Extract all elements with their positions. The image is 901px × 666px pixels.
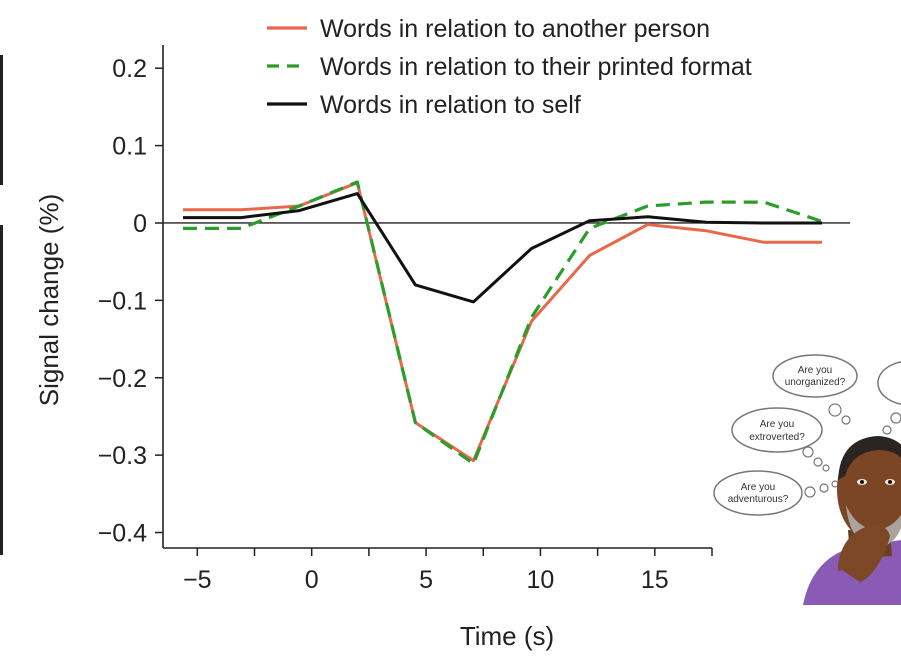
bubble-extroverted-line1: Are you [760, 419, 794, 430]
thought-bubble-adventurous [713, 470, 803, 516]
y-tick-label: 0 [133, 210, 147, 238]
x-axis-title: Time (s) [460, 621, 554, 651]
crop-edge-mark-top [0, 55, 3, 185]
thought-dot [804, 486, 816, 498]
x-tick-label: −5 [183, 566, 212, 594]
y-ticks: 0.2 0.1 0 −0.1 −0.2 −0.3 −0.4 [98, 55, 163, 548]
thought-dot [822, 464, 830, 472]
thought-bubble-unorganized [772, 354, 858, 398]
x-tick-label: 10 [527, 566, 555, 594]
bubble-adventurous-line2: adventurous? [728, 494, 789, 505]
person-pupil-right [888, 480, 892, 484]
series-layer [183, 180, 823, 466]
thought-dot [802, 446, 814, 458]
y-axis-title: Signal change (%) [34, 194, 64, 406]
thought-dot [819, 483, 829, 493]
legend: Words in relation to another person Words… [267, 15, 752, 119]
y-tick-label: 0.2 [112, 55, 147, 83]
thinking-person-illustration: Are you unorganized? Are you extroverted… [713, 354, 901, 605]
x-tick-label: 0 [305, 566, 319, 594]
person-hair [838, 436, 901, 480]
thought-dot [890, 412, 901, 424]
series-line-3 [183, 192, 822, 304]
series-line-1 [183, 181, 822, 463]
bubble-extroverted-line2: extroverted? [749, 432, 805, 443]
legend-label: Words in relation to self [320, 91, 581, 119]
crop-edge-mark-bottom [0, 225, 3, 555]
thought-dot [813, 457, 823, 467]
thought-bubble-partial [877, 361, 901, 405]
y-tick-label: −0.1 [98, 287, 147, 315]
x-ticks: −5 0 5 10 15 [183, 548, 713, 594]
thought-bubble-extroverted [731, 407, 823, 453]
x-tick-label: 15 [641, 566, 669, 594]
series-line-2 [183, 180, 823, 466]
bubble-unorganized-line2: unorganized? [785, 377, 846, 388]
thought-dot [882, 425, 892, 435]
y-tick-label: −0.2 [98, 365, 147, 393]
person-arm [812, 570, 860, 605]
person-head [837, 438, 901, 542]
x-tick-label: 5 [419, 566, 433, 594]
person-hand [838, 525, 890, 588]
thought-dot [828, 403, 842, 417]
bubble-adventurous-line1: Are you [741, 482, 775, 493]
thought-dot [841, 415, 851, 425]
y-tick-label: 0.1 [112, 133, 147, 161]
bubble-unorganized-line1: Are you [798, 365, 832, 376]
y-tick-label: −0.3 [98, 442, 147, 470]
thought-dot [831, 480, 839, 488]
legend-label: Words in relation to another person [320, 15, 710, 43]
legend-label: Words in relation to their printed forma… [320, 53, 752, 81]
person-pupil-left [860, 480, 864, 484]
y-tick-label: −0.4 [98, 520, 147, 548]
